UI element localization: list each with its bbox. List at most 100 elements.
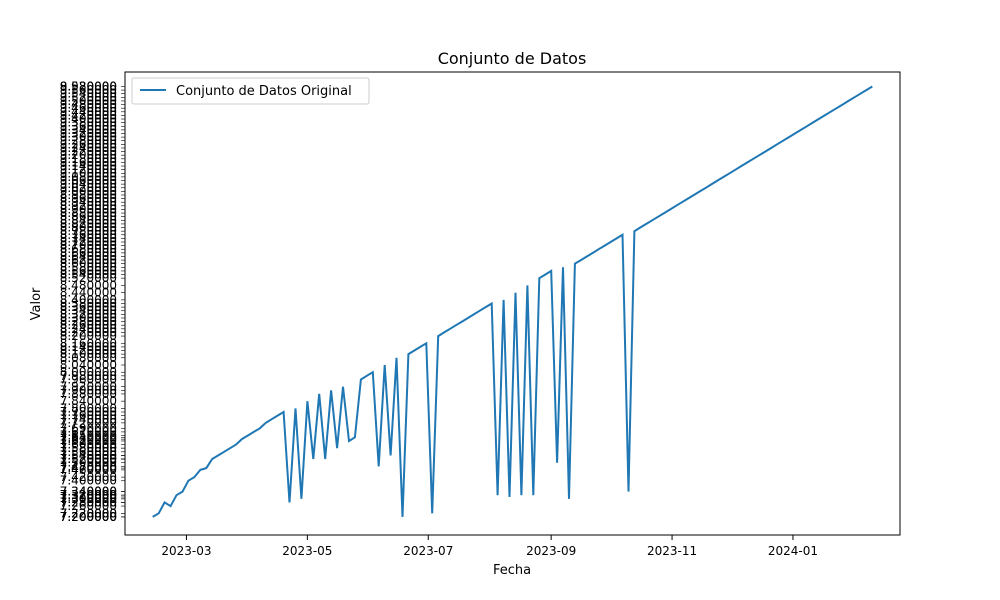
y-tick-label: 9.200000 bbox=[60, 148, 117, 162]
y-tick-label: 7.320000 bbox=[60, 488, 117, 502]
y-tick-label: 8.400000 bbox=[60, 293, 117, 307]
y-tick-label: 8.760000 bbox=[60, 228, 117, 242]
y-tick-label: 8.620000 bbox=[60, 253, 117, 267]
y-tick-label: 7.340000 bbox=[60, 485, 117, 499]
y-tick-label: 7.500000 bbox=[60, 456, 117, 470]
y-tick-label: 8.680000 bbox=[60, 242, 117, 256]
y-tick-label: 8.300000 bbox=[60, 311, 117, 325]
y-tick-label: 7.840000 bbox=[60, 394, 117, 408]
y-tick-label: 9.280000 bbox=[60, 134, 117, 148]
y-tick-label: 7.620000 bbox=[60, 434, 117, 448]
x-tick-label: 2023-03 bbox=[161, 544, 211, 558]
y-tick-label: 9.040000 bbox=[60, 177, 117, 191]
y-tick-label: 8.380000 bbox=[60, 297, 117, 311]
y-tick-label: 7.690000 bbox=[60, 421, 117, 435]
y-tick-label: 8.840000 bbox=[60, 213, 117, 227]
y-tick-label: 7.980000 bbox=[60, 369, 117, 383]
y-tick-label: 7.320000 bbox=[60, 488, 117, 502]
y-tick-label-top: 8.920000 bbox=[60, 79, 117, 93]
y-tick-label: 7.260000 bbox=[60, 499, 117, 513]
y-tick-label: 8.880000 bbox=[60, 206, 117, 220]
y-tick-label: 9.160000 bbox=[60, 155, 117, 169]
y-tick-label: 8.740000 bbox=[60, 231, 117, 245]
y-tick-label: 8.160000 bbox=[60, 336, 117, 350]
y-tick-label: 9.080000 bbox=[60, 170, 117, 184]
y-tick-label: 8.520000 bbox=[60, 271, 117, 285]
y-tick-label: 7.300000 bbox=[60, 492, 117, 506]
y-tick-label: 7.300000 bbox=[60, 492, 117, 506]
y-tick-label: 8.440000 bbox=[60, 286, 117, 300]
y-tick-label: 8.920000 bbox=[60, 199, 117, 213]
legend-label: Conjunto de Datos Original bbox=[176, 84, 352, 99]
y-tick-label: 7.340000 bbox=[60, 485, 117, 499]
y-tick-label: 8.960000 bbox=[60, 192, 117, 206]
y-tick-label: 8.260000 bbox=[60, 318, 117, 332]
y-tick-label: 7.520000 bbox=[60, 452, 117, 466]
x-axis-ticks: 2023-03 2023-05 2023-07 2023-09 2023-11 2024-… bbox=[161, 535, 818, 558]
y-tick-label: 8.340000 bbox=[60, 304, 117, 318]
y-tick-label: 8.100000 bbox=[60, 347, 117, 361]
y-tick-label: 7.280000 bbox=[60, 495, 117, 509]
y-tick-label: 7.400000 bbox=[60, 474, 117, 488]
y-tick-label: 8.640000 bbox=[60, 249, 117, 263]
y-tick-label: 9.260000 bbox=[60, 137, 117, 151]
x-tick-label: 2024-01 bbox=[768, 544, 818, 558]
x-tick-label: 2023-05 bbox=[282, 544, 332, 558]
y-tick-label: 9.060000 bbox=[60, 174, 117, 188]
x-axis-label: Fecha bbox=[493, 563, 531, 578]
y-tick-label: 9.100000 bbox=[60, 166, 117, 180]
y-tick-label: 7.480000 bbox=[60, 459, 117, 473]
y-tick-label: 8.240000 bbox=[60, 322, 117, 336]
y-tick-label: 8.900000 bbox=[60, 202, 117, 216]
y-tick-label: 7.540000 bbox=[60, 448, 117, 462]
y-tick-label: 7.560000 bbox=[60, 445, 117, 459]
y-tick-label: 7.320000 bbox=[60, 488, 117, 502]
y-axis-ticks: 7.2000007.2200007.2800007.2600007.320000… bbox=[60, 79, 125, 524]
y-tick-label-bottom: 7.200000 bbox=[60, 510, 117, 524]
y-tick-label: 8.320000 bbox=[60, 307, 117, 321]
y-tick-label: 7.720000 bbox=[60, 416, 117, 430]
y-tick-label: 7.220000 bbox=[60, 506, 117, 520]
y-tick-label: 7.200000 bbox=[60, 510, 117, 524]
y-tick-label: 9.420000 bbox=[60, 108, 117, 122]
y-tick-label: 7.520000 bbox=[60, 452, 117, 466]
y-tick-label: 9.400000 bbox=[60, 112, 117, 126]
y-tick-label: 7.760000 bbox=[60, 409, 117, 423]
y-tick-label: 9.560000 bbox=[60, 83, 117, 97]
y-tick-label: 8.580000 bbox=[60, 260, 117, 274]
y-tick-label: 7.670000 bbox=[60, 425, 117, 439]
y-tick-label: 8.480000 bbox=[60, 278, 117, 292]
y-tick-label: 9.460000 bbox=[60, 101, 117, 115]
y-tick-label: 8.860000 bbox=[60, 210, 117, 224]
y-tick-label: 9.480000 bbox=[60, 98, 117, 112]
y-tick-label: 8.560000 bbox=[60, 264, 117, 278]
y-tick-label: 9.020000 bbox=[60, 181, 117, 195]
y-tick-label: 7.280000 bbox=[60, 495, 117, 509]
y-tick-label: 8.280000 bbox=[60, 315, 117, 329]
y-tick-label: 9.000000 bbox=[60, 184, 117, 198]
y-tick-label: 7.740000 bbox=[60, 412, 117, 426]
y-tick-label: 8.360000 bbox=[60, 300, 117, 314]
y-tick-label: 7.650000 bbox=[60, 429, 117, 443]
y-tick-label: 8.600000 bbox=[60, 257, 117, 271]
chart-title: Conjunto de Datos bbox=[438, 49, 587, 68]
y-tick-label: 9.360000 bbox=[60, 119, 117, 133]
y-tick-label: 9.180000 bbox=[60, 152, 117, 166]
y-tick-label: 7.520000 bbox=[60, 452, 117, 466]
y-axis-label: Valor bbox=[29, 287, 44, 320]
y-tick-label: 7.800000 bbox=[60, 401, 117, 415]
y-tick-label: 8.540000 bbox=[60, 268, 117, 282]
y-tick-label: 7.540000 bbox=[60, 448, 117, 462]
y-tick-label: 9.240000 bbox=[60, 141, 117, 155]
y-tick-label: 7.920000 bbox=[60, 380, 117, 394]
y-tick-label: 7.200000 bbox=[60, 510, 117, 524]
y-tick-label: 8.940000 bbox=[60, 195, 117, 209]
y-tick-label: 8.720000 bbox=[60, 235, 117, 249]
y-tick-label: 8.980000 bbox=[60, 188, 117, 202]
y-tick-label: 7.580000 bbox=[60, 441, 117, 455]
y-tick-label: 9.140000 bbox=[60, 159, 117, 173]
y-tick-label: 8.800000 bbox=[60, 221, 117, 235]
y-tick-label: 9.580000 bbox=[60, 79, 117, 93]
y-tick-label: 7.880000 bbox=[60, 387, 117, 401]
